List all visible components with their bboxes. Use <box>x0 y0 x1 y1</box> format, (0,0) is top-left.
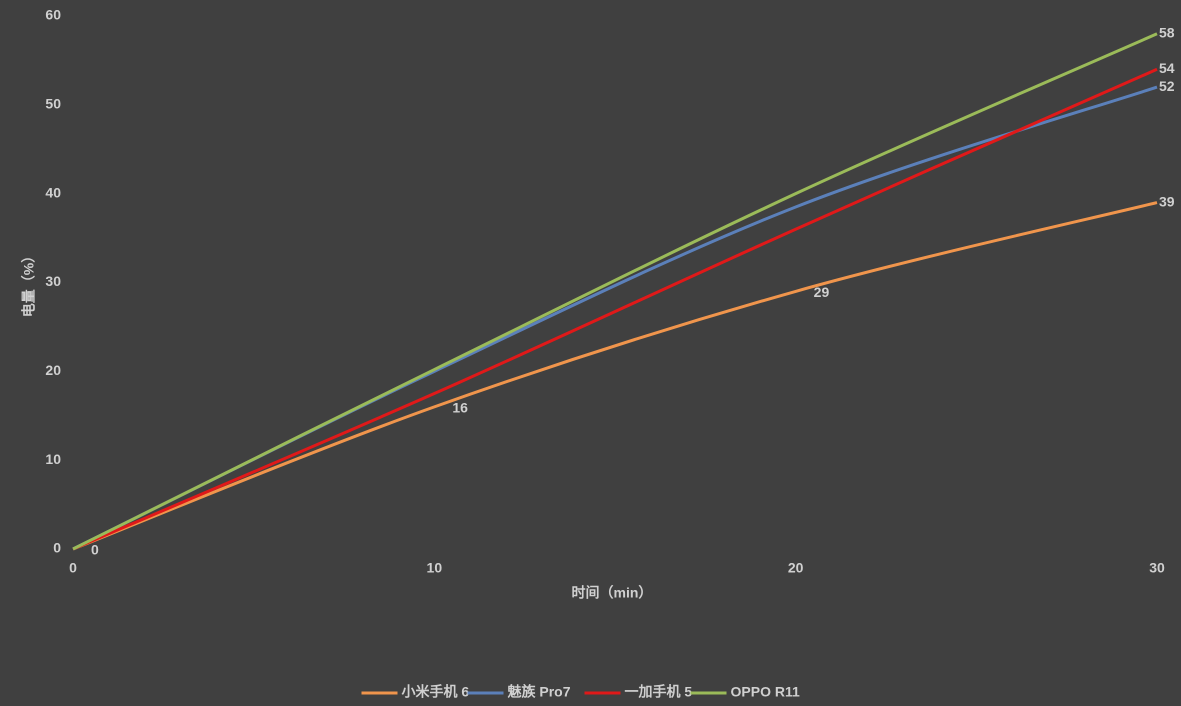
y-tick-label: 30 <box>45 273 61 289</box>
legend-label: OPPO R11 <box>731 684 800 700</box>
y-tick-label: 40 <box>45 184 61 200</box>
data-label: 58 <box>1159 24 1175 40</box>
legend-label: 小米手机 6 <box>402 684 470 700</box>
x-tick-label: 30 <box>1149 560 1165 576</box>
data-label: 52 <box>1159 78 1175 94</box>
y-tick-label: 10 <box>45 451 61 467</box>
y-tick-label: 60 <box>45 7 61 23</box>
data-label: 54 <box>1159 60 1175 76</box>
legend-label: 魅族 Pro7 <box>508 684 571 700</box>
x-tick-label: 0 <box>69 560 77 576</box>
series-line <box>72 201 1158 551</box>
y-axis-title: 电量（%） <box>21 249 37 317</box>
data-label: 0 <box>91 542 99 558</box>
data-label: 29 <box>814 284 830 300</box>
y-tick-label: 0 <box>53 540 61 556</box>
data-label: 39 <box>1159 193 1175 209</box>
data-label: 16 <box>452 400 468 416</box>
x-tick-label: 10 <box>427 560 443 576</box>
legend-label: 一加手机 5 <box>625 684 693 700</box>
x-axis-title: 时间（min） <box>572 585 653 601</box>
x-tick-label: 20 <box>788 560 804 576</box>
y-tick-label: 20 <box>45 362 61 378</box>
series-line <box>72 67 1158 551</box>
y-tick-label: 50 <box>45 96 61 112</box>
series-line <box>72 32 1158 551</box>
